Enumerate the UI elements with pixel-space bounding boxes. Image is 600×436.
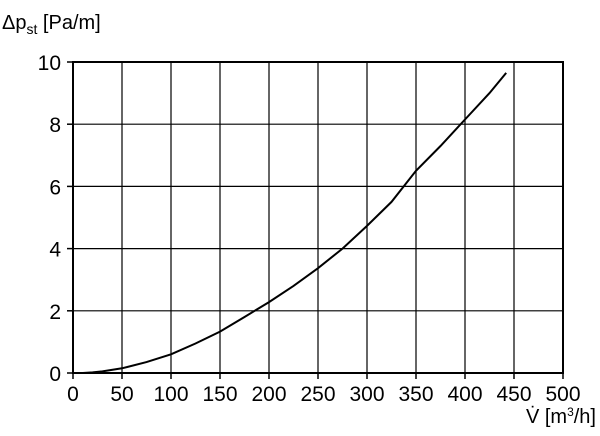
x-tick-label-450: 450 [496,383,531,406]
y-tick-label-4: 4 [49,239,61,262]
y-tick-labels: 0 2 4 6 8 10 [38,52,73,386]
x-tick-label-500: 500 [545,383,580,406]
x-tick-labels: 0 50 100 150 200 250 300 350 400 450 500 [67,373,581,406]
x-tick-label-350: 350 [398,383,433,406]
x-tick-label-300: 300 [349,383,384,406]
y-tick-label-0: 0 [49,363,61,386]
x-tick-label-250: 250 [300,383,335,406]
series-line [82,72,507,374]
x-tick-label-150: 150 [202,383,237,406]
y-tick-label-10: 10 [38,52,61,75]
x-tick-label-100: 100 [153,383,188,406]
x-tick-label-400: 400 [447,383,482,406]
y-tick-label-8: 8 [49,114,61,137]
grid [73,62,563,373]
x-tick-label-200: 200 [251,383,286,406]
x-tick-label-50: 50 [110,383,133,406]
y-tick-label-6: 6 [49,176,61,199]
x-axis-title: V̇ [m3/h] [526,405,596,428]
x-tick-label-0: 0 [67,383,79,406]
y-axis-title: Δpst [Pa/m] [2,12,101,37]
y-tick-label-2: 2 [49,301,61,324]
